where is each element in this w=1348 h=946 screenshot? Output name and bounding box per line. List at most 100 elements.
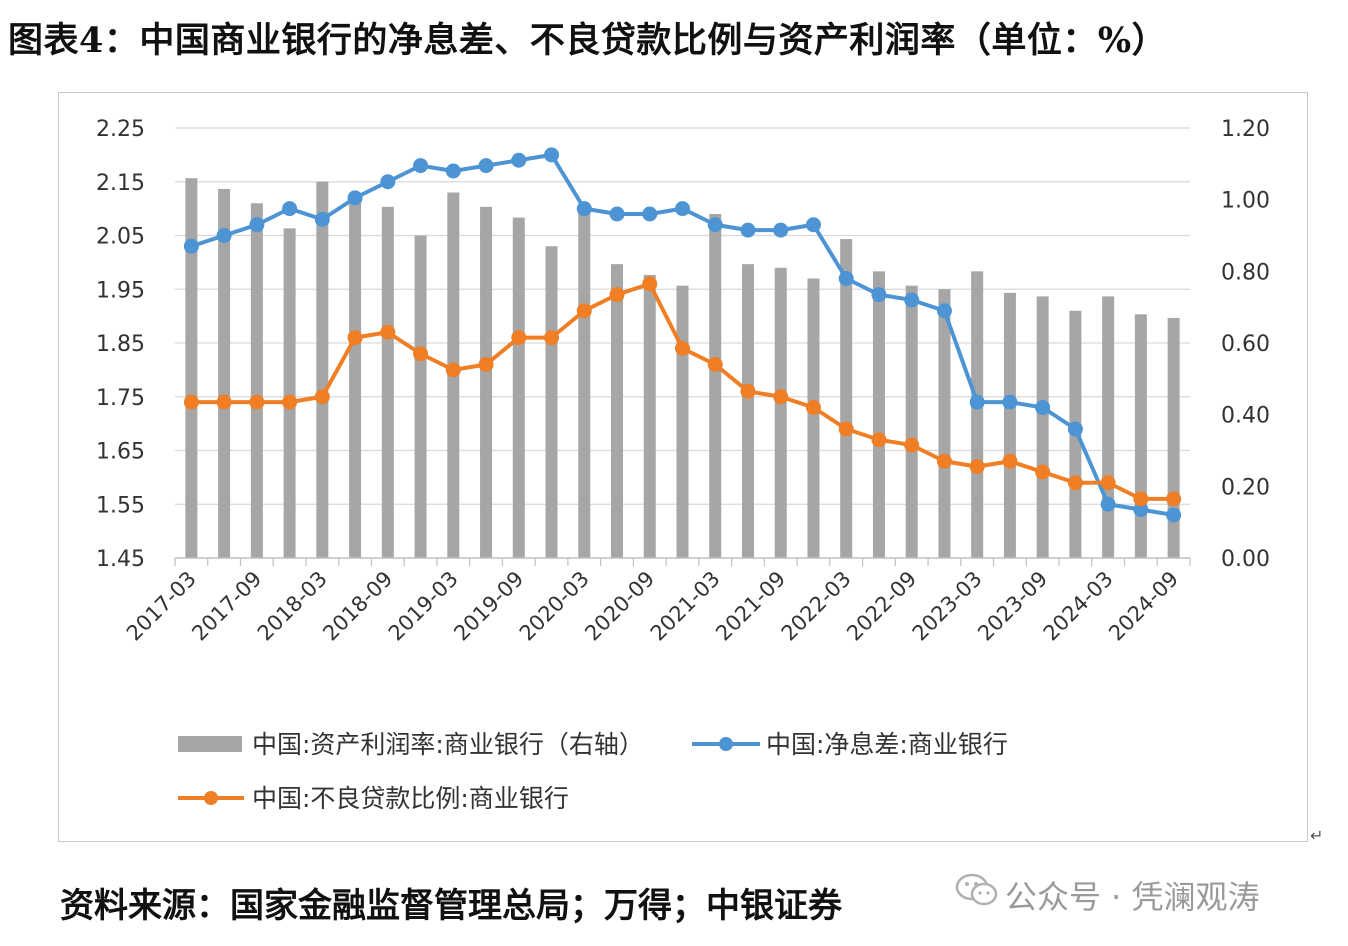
point-nim	[838, 271, 854, 286]
watermark-text: 公众号 · 凭澜观涛	[1005, 878, 1260, 916]
legend-swatch-roa	[178, 736, 242, 752]
bar-roa	[676, 285, 689, 558]
point-npl	[1100, 475, 1116, 491]
point-nim	[1035, 400, 1051, 415]
point-nim	[675, 201, 690, 217]
point-nim	[445, 163, 461, 179]
point-nim	[249, 217, 265, 233]
point-npl	[1002, 453, 1018, 469]
bar-roa	[316, 181, 329, 558]
point-nim	[904, 292, 920, 308]
point-npl	[216, 394, 232, 410]
bar-roa	[872, 271, 885, 558]
bar-roa	[480, 206, 493, 559]
point-npl	[805, 400, 821, 415]
point-nim	[314, 211, 330, 227]
point-nim	[805, 217, 821, 233]
point-npl	[314, 389, 330, 405]
y-left-tick-label: 2.05	[96, 225, 145, 250]
x-tick-label: 2023-09	[973, 567, 1052, 646]
paragraph-mark: ↵	[1310, 826, 1324, 845]
point-npl	[871, 432, 887, 448]
figure-title: 图表4：中国商业银行的净息差、不良贷款比例与资产利润率（单位：%）	[8, 20, 1168, 61]
point-npl	[969, 459, 985, 475]
point-npl	[478, 357, 494, 372]
point-npl	[740, 383, 756, 399]
y-left-tick-label: 1.75	[96, 386, 145, 411]
point-npl	[445, 362, 461, 378]
bar-roa	[185, 178, 198, 558]
point-npl	[838, 421, 854, 437]
x-tick-label: 2019-09	[449, 567, 528, 646]
x-tick-label: 2018-03	[253, 567, 332, 646]
bar-roa	[1134, 314, 1147, 558]
x-tick-label: 2018-09	[318, 567, 397, 646]
y-left-tick-label: 1.95	[96, 278, 145, 303]
bar-roa	[840, 239, 853, 559]
point-npl	[511, 330, 527, 346]
point-npl	[1133, 491, 1149, 507]
point-nim	[1166, 507, 1182, 523]
point-npl	[707, 357, 723, 372]
point-nim	[1100, 496, 1116, 512]
x-tick-label: 2022-09	[842, 567, 921, 646]
point-nim	[183, 238, 199, 254]
bar-roa	[938, 289, 951, 558]
point-npl	[544, 330, 560, 346]
y-right-tick-label: 0.00	[1221, 547, 1270, 572]
y-left-tick-label: 2.25	[96, 117, 145, 142]
point-npl	[904, 437, 920, 453]
point-nim	[347, 190, 363, 206]
y-right-tick-label: 0.20	[1221, 475, 1270, 500]
legend-label-npl: 中国:不良贷款比例:商业银行	[252, 784, 569, 813]
point-npl	[183, 394, 199, 410]
bar-roa	[349, 192, 362, 558]
point-npl	[576, 303, 592, 319]
point-nim	[282, 201, 298, 217]
point-nim	[936, 303, 952, 319]
bar-roa	[283, 228, 296, 559]
point-npl	[642, 276, 658, 292]
point-npl	[936, 453, 952, 469]
y-left-tick-label: 2.15	[96, 171, 145, 196]
bar-roa	[611, 264, 624, 558]
bar-roa	[381, 206, 394, 559]
y-right-tick-label: 0.80	[1221, 260, 1270, 285]
point-nim	[740, 222, 756, 238]
point-npl	[347, 330, 363, 346]
bar-roa	[971, 271, 984, 558]
x-tick-label: 2020-03	[515, 567, 594, 646]
point-nim	[478, 158, 494, 174]
point-nim	[216, 228, 232, 243]
bar-roa	[709, 214, 722, 558]
point-nim	[576, 201, 592, 217]
point-nim	[413, 158, 429, 174]
bar-roa	[250, 203, 263, 558]
x-tick-label: 2021-09	[711, 567, 790, 646]
point-nim	[871, 287, 887, 303]
legend-marker-nim	[719, 737, 733, 751]
point-nim	[642, 206, 658, 222]
bar-roa	[1036, 296, 1049, 558]
lines	[183, 147, 1182, 523]
y-left-tick-label: 1.85	[96, 332, 145, 357]
y-left-tick-label: 1.65	[96, 440, 145, 465]
y-right-tick-label: 1.20	[1221, 117, 1270, 142]
legend-label-nim: 中国:净息差:商业银行	[766, 730, 1008, 759]
point-npl	[413, 346, 429, 362]
x-tick-label: 2023-03	[908, 567, 987, 646]
point-nim	[609, 206, 625, 222]
point-nim	[773, 222, 789, 238]
bar-roa	[512, 217, 525, 559]
point-npl	[1035, 464, 1051, 480]
point-npl	[1067, 475, 1083, 491]
point-nim	[380, 174, 396, 190]
legend-marker-npl	[204, 791, 218, 805]
point-nim	[544, 147, 560, 163]
point-nim	[969, 394, 985, 410]
y-left-tick-label: 1.55	[96, 493, 145, 518]
bar-roa	[1102, 296, 1115, 558]
x-tick-label: 2019-03	[384, 567, 463, 646]
legend: 中国:资产利润率:商业银行（右轴） 中国:净息差:商业银行中国:不良贷款比例:商业…	[178, 730, 1008, 813]
